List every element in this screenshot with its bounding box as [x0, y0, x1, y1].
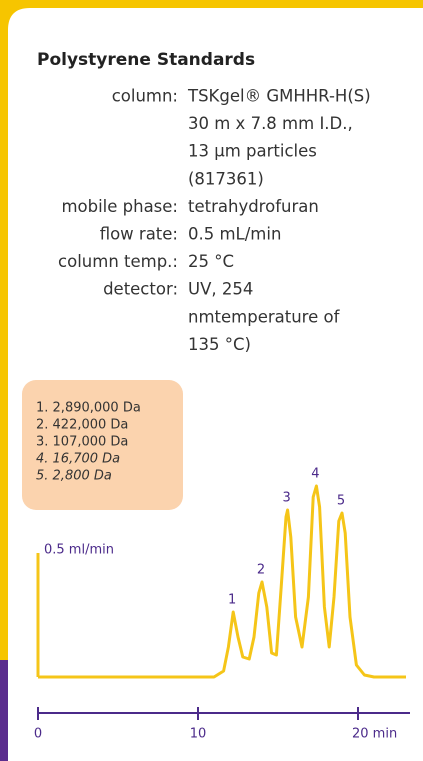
chart-title: Polystyrene Standards [37, 50, 255, 70]
peak-label: 4 [311, 467, 319, 482]
condition-value: 0.5 mL/min [188, 225, 281, 244]
condition-value: (817361) [188, 169, 264, 188]
peak-label: 5 [337, 494, 345, 509]
condition-label: column temp.: [58, 252, 178, 271]
x-tick-label: 10 [190, 727, 207, 742]
peak-label: 1 [228, 593, 236, 608]
condition-label: column: [112, 87, 178, 106]
condition-value: 25 °C [188, 252, 234, 271]
legend-box [22, 380, 183, 510]
condition-label: flow rate: [100, 225, 178, 244]
peak-label: 2 [257, 563, 265, 578]
condition-value: 30 m x 7.8 mm I.D., [188, 114, 353, 133]
condition-value: TSKgel® GMHHR-H(S) [187, 87, 371, 106]
scale-label: 0.5 ml/min [44, 543, 114, 558]
legend-item: 4. 16,700 Da [36, 452, 120, 467]
condition-value: 135 °C) [188, 335, 251, 354]
condition-label: mobile phase: [61, 197, 178, 216]
panel [8, 8, 423, 761]
legend-item: 1. 2,890,000 Da [36, 401, 141, 416]
legend-item: 5. 2,800 Da [36, 469, 112, 484]
peak-label: 3 [282, 491, 290, 506]
condition-value: nmtemperature of [188, 307, 341, 326]
condition-value: tetrahydrofuran [188, 197, 319, 216]
condition-label: detector: [103, 280, 178, 299]
legend-item: 2. 422,000 Da [36, 418, 128, 433]
x-tick-label: 0 [34, 727, 42, 742]
condition-value: UV, 254 [188, 280, 253, 299]
trace [38, 484, 406, 679]
condition-value: 13 µm particles [188, 142, 317, 161]
x-tick-label: 20 min [352, 727, 397, 742]
legend-item: 3. 107,000 Da [36, 435, 128, 450]
